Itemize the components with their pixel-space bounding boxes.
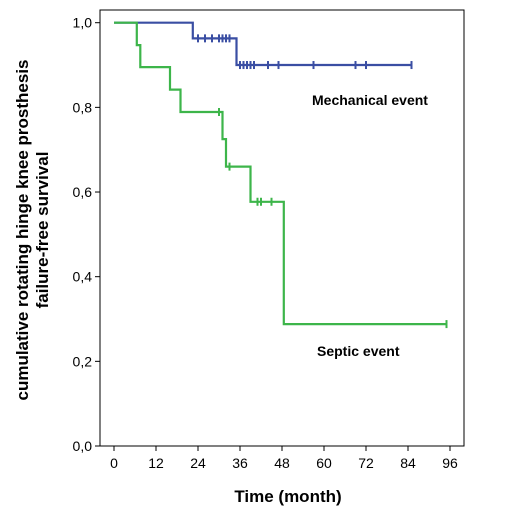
x-tick-label: 72 [358,455,374,471]
y-tick-label: 0,2 [73,353,93,369]
y-axis: 0,0 0,2 0,4 0,6 0,8 1,0 [73,15,100,454]
series-line-septic [114,21,447,326]
y-tick-label: 0,6 [73,184,93,200]
x-tick-label: 12 [148,455,164,471]
x-tick-label: 96 [442,455,458,471]
y-tick-label: 1,0 [73,15,93,31]
annotation-septic: Septic event [317,343,400,359]
plot-frame [99,9,465,447]
y-tick-label: 0,4 [73,269,93,285]
x-tick-label: 36 [232,455,248,471]
x-tick-label: 60 [316,455,332,471]
y-tick-label: 0,0 [73,438,93,454]
x-tick-label: 48 [274,455,290,471]
x-axis: 0 12 24 36 48 60 72 84 96 [110,446,458,471]
y-axis-title-line-2: failure-free survival [33,152,52,309]
x-tick-label: 24 [190,455,206,471]
y-axis-title: cumulative rotating hinge knee prosthesi… [13,59,52,400]
series-layer [114,21,448,329]
x-tick-label: 0 [110,455,118,471]
annotation-mechanical: Mechanical event [312,92,428,108]
y-axis-title-line-1: cumulative rotating hinge knee prosthesi… [13,59,32,400]
series-line-mechanical [114,21,412,67]
x-tick-label: 84 [400,455,416,471]
x-axis-title: Time (month) [234,487,341,506]
y-tick-label: 0,8 [73,99,93,115]
